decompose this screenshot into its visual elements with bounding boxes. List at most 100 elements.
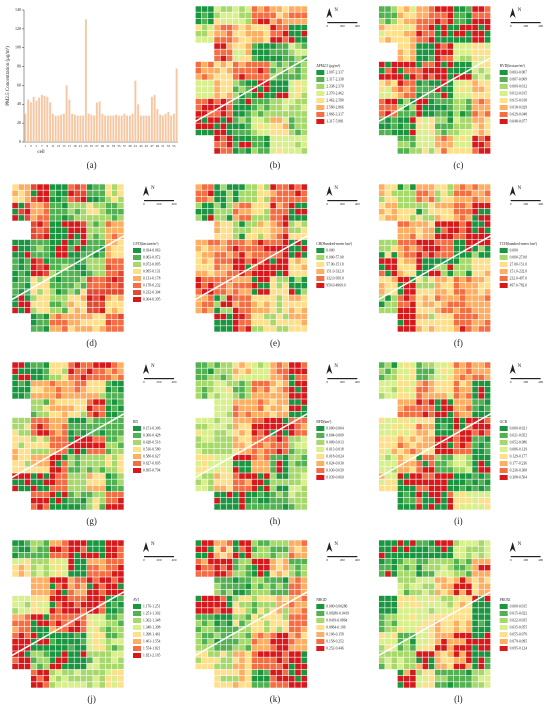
map-block xyxy=(459,546,466,553)
map-block xyxy=(105,601,112,608)
map-block xyxy=(245,362,252,368)
map-block xyxy=(282,74,289,80)
map-block xyxy=(459,504,466,510)
map-block xyxy=(276,313,283,320)
map-block xyxy=(239,148,245,154)
map-block xyxy=(49,583,56,590)
map-block xyxy=(257,454,264,461)
map-block xyxy=(301,301,308,308)
map-block xyxy=(459,49,466,56)
map-block xyxy=(416,411,422,418)
map-block xyxy=(397,374,404,381)
map-block xyxy=(478,111,485,117)
map-block xyxy=(385,374,391,381)
map-block xyxy=(453,104,460,111)
map-block xyxy=(239,608,245,614)
north-label: N xyxy=(518,186,522,191)
map-block xyxy=(428,479,435,486)
map-block xyxy=(270,448,276,455)
map-block xyxy=(301,49,308,56)
legend-swatch xyxy=(499,84,508,89)
map-block xyxy=(251,368,258,375)
map-block xyxy=(220,442,227,449)
map-block xyxy=(416,368,422,375)
map-block xyxy=(68,620,74,627)
map-block xyxy=(195,289,202,295)
map-block xyxy=(118,491,124,498)
map-block xyxy=(24,558,31,565)
map-block xyxy=(43,504,50,510)
map-block xyxy=(459,430,466,436)
map-block xyxy=(416,632,422,639)
map-block xyxy=(43,239,50,246)
map-block xyxy=(93,239,99,246)
map-block xyxy=(397,393,404,399)
map-block xyxy=(226,202,233,209)
map-block xyxy=(410,117,416,123)
map-block xyxy=(441,43,447,49)
map-block xyxy=(24,393,31,399)
map-block xyxy=(441,233,447,240)
map-block xyxy=(30,583,37,590)
map-block xyxy=(251,620,258,627)
map-block xyxy=(270,202,276,209)
map-block xyxy=(276,651,283,657)
map-block xyxy=(62,215,68,221)
map-block xyxy=(403,61,410,68)
map-block xyxy=(378,12,385,19)
map-block xyxy=(30,374,37,381)
map-block xyxy=(403,473,410,479)
map-block xyxy=(239,123,245,130)
map-block xyxy=(245,497,252,504)
map-block xyxy=(18,239,25,246)
map-block xyxy=(422,571,429,577)
map-block xyxy=(410,614,416,620)
map-block xyxy=(111,657,118,664)
map-block xyxy=(397,18,404,25)
map-block xyxy=(99,313,106,320)
map-block xyxy=(466,6,472,12)
map-block xyxy=(270,30,276,37)
map-block xyxy=(385,289,391,295)
map-block xyxy=(428,313,435,320)
map-block xyxy=(239,55,245,62)
map-block xyxy=(195,663,202,670)
map-block xyxy=(466,442,472,449)
map-block xyxy=(447,301,454,308)
map-block xyxy=(403,632,410,639)
map-block xyxy=(99,380,106,387)
map-block xyxy=(416,98,422,105)
map-block xyxy=(111,583,118,590)
legend-label: 0.0419-0.0864 xyxy=(326,618,347,622)
map-block xyxy=(270,12,276,19)
map-block xyxy=(397,682,404,688)
x-tick-label: 21 xyxy=(79,144,83,148)
map-block xyxy=(472,18,478,25)
map-block xyxy=(37,270,43,277)
map-block xyxy=(422,313,429,320)
map-block xyxy=(422,184,429,190)
map-block xyxy=(428,430,435,436)
map-block xyxy=(257,552,264,559)
map-block xyxy=(472,405,478,412)
map-block xyxy=(257,326,264,332)
map-block xyxy=(55,620,62,627)
map-block xyxy=(118,485,124,492)
map-block xyxy=(245,252,252,258)
map-block xyxy=(282,129,289,136)
map-block xyxy=(295,80,301,86)
map-block xyxy=(111,638,118,645)
map-block xyxy=(37,595,43,602)
map-block xyxy=(257,307,264,314)
legend-label: 332.0-950.0 xyxy=(326,276,344,280)
map-block xyxy=(80,362,87,368)
map-block xyxy=(478,221,485,227)
map-block xyxy=(74,595,81,602)
map-block xyxy=(391,558,398,565)
map-block xyxy=(301,55,308,62)
map-block xyxy=(220,319,227,326)
map-block xyxy=(441,436,447,442)
map-block xyxy=(276,608,283,614)
legend-label: 0.627-0.695 xyxy=(143,461,161,465)
map-block xyxy=(12,307,18,314)
